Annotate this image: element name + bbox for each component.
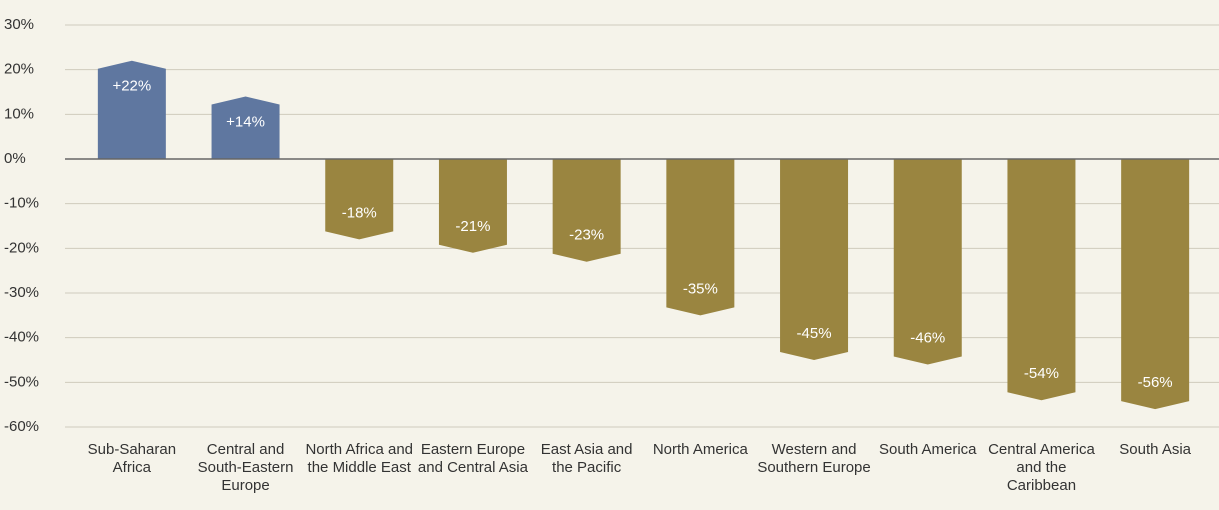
x-tick-label: South Asia bbox=[1119, 441, 1191, 458]
bar bbox=[666, 159, 735, 316]
x-tick-label: North Africa and the Middle East bbox=[305, 441, 414, 476]
x-tick-label: North America bbox=[652, 441, 748, 458]
y-tick-label: 20% bbox=[4, 61, 34, 78]
x-tick-label: South America bbox=[878, 441, 977, 458]
y-tick-label: -30% bbox=[4, 284, 39, 301]
bar bbox=[1007, 159, 1076, 401]
data-label: -21% bbox=[455, 218, 490, 235]
y-tick-label: -60% bbox=[4, 418, 39, 435]
x-tick-label: Western and Southern Europe bbox=[757, 441, 871, 476]
data-label: -56% bbox=[1138, 374, 1173, 391]
data-label: -46% bbox=[910, 329, 945, 346]
y-tick-label: 30% bbox=[4, 16, 34, 33]
y-tick-label: -40% bbox=[4, 329, 39, 346]
x-tick-label: Central America and the Caribbean bbox=[988, 441, 1095, 494]
bar bbox=[325, 159, 394, 240]
bar bbox=[438, 159, 507, 253]
x-tick-label: Central and South-Eastern Europe bbox=[197, 441, 294, 494]
bar bbox=[552, 159, 621, 262]
y-tick-label: -20% bbox=[4, 239, 39, 256]
data-label: +14% bbox=[226, 113, 265, 130]
bar bbox=[97, 60, 166, 159]
bar bbox=[1121, 159, 1190, 410]
y-tick-label: -10% bbox=[4, 195, 39, 212]
data-label: -23% bbox=[569, 227, 604, 244]
data-label: +22% bbox=[112, 78, 151, 95]
y-tick-label: 10% bbox=[4, 105, 34, 122]
x-tick-label: Eastern Europe and Central Asia bbox=[417, 441, 528, 476]
data-label: -18% bbox=[342, 204, 377, 221]
bar bbox=[893, 159, 962, 365]
data-label: -54% bbox=[1024, 365, 1059, 382]
x-tick-label: East Asia and the Pacific bbox=[540, 441, 633, 476]
y-tick-label: 0% bbox=[4, 150, 26, 167]
bar bbox=[780, 159, 849, 360]
data-label: -45% bbox=[797, 325, 832, 342]
x-tick-label: Sub-Saharan Africa bbox=[87, 441, 177, 476]
y-tick-label: -50% bbox=[4, 373, 39, 390]
bar bbox=[211, 96, 280, 159]
data-label: -35% bbox=[683, 280, 718, 297]
